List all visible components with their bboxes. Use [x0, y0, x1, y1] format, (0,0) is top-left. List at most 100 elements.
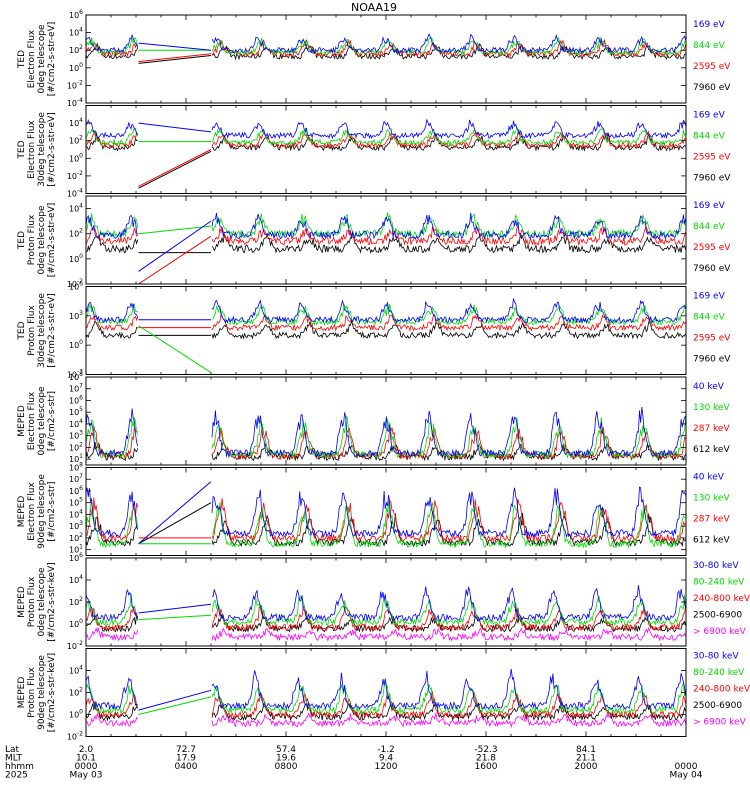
footer-value: 0800 [275, 762, 298, 772]
panel-3: 104 102 100 10-2 TED Proton Flux 0deg telescop… [17, 195, 731, 289]
legend-entry: > 6900 keV [693, 718, 747, 728]
y-axis-label-line: TED [17, 50, 27, 69]
legend-entry: 844 eV [693, 222, 726, 232]
y-axis-label-line: TED [17, 231, 27, 250]
y-axis-label-line: 30deg telescope [37, 112, 47, 187]
footer-value: 2.0 [79, 745, 94, 755]
y-tick-label: 106 [69, 552, 83, 563]
panel-1: 106 104 102 100 10-2 10-4 TED Electron Flux 0deg… [17, 9, 731, 108]
series-1-4-gap-line [138, 42, 212, 51]
series-8-4-segment-2 [211, 680, 686, 715]
series-8-3-segment-1 [86, 693, 139, 719]
y-tick-label: 100 [69, 62, 83, 73]
series-7-5-segment-1 [86, 589, 139, 622]
panel-data [86, 32, 686, 64]
panel-8: 104 102 100 10-2 MEPED Proton Flux 90deg teles… [17, 648, 750, 742]
y-axis-label-line: 30deg telescope [37, 293, 47, 368]
y-tick-label: 10-4 [67, 97, 83, 108]
series-7-1-segment-2 [211, 626, 686, 642]
y-tick-label: 104 [69, 418, 83, 429]
y-axis-label-line: [#/cm2-s-str-eV] [47, 293, 57, 368]
y-tick-label: 10-2 [67, 640, 83, 651]
panel-data [86, 481, 686, 549]
y-tick-label: 10-3 [67, 369, 83, 380]
series-8-3-segment-2 [211, 690, 686, 720]
series-5-2-segment-1 [86, 425, 138, 460]
y-tick-label: 102 [69, 44, 83, 55]
legend-entry: 7960 eV [693, 355, 731, 365]
y-axis-label-line: 90deg telescope [37, 474, 47, 549]
series-1-4-segment-1 [86, 33, 139, 54]
panel-data [86, 118, 686, 189]
legend-entry: > 6900 keV [693, 627, 747, 637]
y-tick-label: 102 [69, 596, 83, 607]
legend-entry: 169 eV [693, 111, 726, 121]
series-8-5-segment-1 [86, 675, 139, 710]
series-1-3-segment-1 [86, 37, 139, 56]
footer-value: 1600 [475, 762, 498, 772]
legend-entry: 844 eV [693, 132, 726, 142]
footer-value: 2000 [575, 762, 598, 772]
series-3-2-gap-line [138, 235, 212, 284]
footer-value: 17.9 [176, 754, 196, 764]
y-axis-label-line: MEPED [17, 586, 27, 618]
legend-entry: 30-80 keV [693, 561, 739, 571]
legend-entry: 287 keV [693, 515, 730, 525]
y-tick-label: 100 [69, 253, 83, 264]
series-4-4-segment-2 [211, 298, 686, 324]
series-1-2-segment-2 [211, 38, 686, 58]
y-tick-label: 100 [69, 339, 83, 350]
panel-data [86, 668, 686, 729]
y-axis-label-line: MEPED [17, 496, 27, 528]
series-3-3-gap-line [138, 225, 212, 235]
y-axis-label-line: MEPED [17, 677, 27, 709]
x-axis-footer: Lat 2.0 72.7 57.4 -1.2 -52.3 84.1 MLT 10.1 17.9 19… [5, 745, 703, 781]
y-tick-label: 102 [69, 135, 83, 146]
series-1-3-segment-2 [211, 36, 686, 56]
footer-value: 21.1 [576, 754, 596, 764]
legend-entry: 80-240 keV [693, 668, 745, 678]
legend-entry: 130 keV [693, 494, 730, 504]
footer-value: 0000 [675, 762, 698, 772]
y-tick-label: 10-2 [67, 170, 83, 181]
y-tick-label: 103 [69, 310, 83, 321]
series-8-1-segment-2 [211, 712, 686, 729]
footer-value: 57.4 [276, 745, 296, 755]
y-tick-label: 104 [69, 665, 83, 676]
y-axis-label-line: [#/cm2-s-str-eV] [47, 22, 57, 97]
y-tick-label: 10-2 [67, 79, 83, 90]
y-axis-label-line: Electron Flux [27, 120, 37, 179]
y-axis-label-line: [#/cm2-s-str] [47, 481, 57, 541]
legend-entry: 40 keV [693, 382, 725, 392]
legend-entry: 612 keV [693, 445, 730, 455]
footer-value: -1.2 [377, 745, 395, 755]
y-tick-label: 10-2 [67, 731, 83, 742]
legend-entry: 30-80 keV [693, 652, 739, 662]
series-2-4-segment-1 [86, 119, 139, 139]
legend-entry: 7960 eV [693, 174, 731, 184]
y-tick-label: 106 [69, 9, 83, 20]
y-axis-label-line: [#/cm2-s-str-eV] [47, 203, 57, 278]
y-axis-label-line: 0deg telescope [37, 24, 47, 94]
series-6-2-segment-2 [211, 498, 686, 543]
legend-entry: 130 keV [693, 403, 730, 413]
legend-entry: 169 eV [693, 20, 726, 30]
panel-data [86, 212, 686, 284]
series-3-4-segment-2 [211, 212, 686, 240]
y-tick-label: 103 [69, 520, 83, 531]
legend-entry: 40 keV [693, 473, 725, 483]
footer-value: -52.3 [474, 745, 497, 755]
series-8-4-gap-line [138, 696, 212, 715]
series-7-5-segment-2 [211, 585, 686, 622]
y-tick-label: 108 [69, 371, 83, 382]
y-tick-label: 104 [69, 508, 83, 519]
legend-entry: 7960 eV [693, 264, 731, 274]
series-6-4-gap-line [138, 481, 212, 545]
series-3-1-segment-2 [211, 233, 686, 254]
series-4-3-segment-1 [86, 303, 138, 326]
y-axis-label-line: Proton Flux [27, 214, 37, 265]
series-6-4-segment-2 [211, 486, 686, 539]
legend-entry: 7960 eV [693, 83, 731, 93]
